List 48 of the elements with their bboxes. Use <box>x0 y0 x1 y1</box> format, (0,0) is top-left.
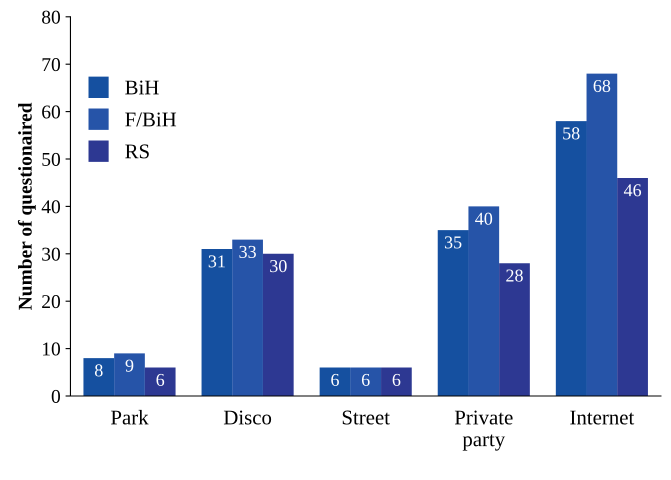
bar <box>350 368 382 396</box>
bar <box>438 230 468 396</box>
y-tick-label: 20 <box>42 295 60 308</box>
data-label: 6 <box>362 374 370 386</box>
x-tick-label: Internet <box>570 410 634 425</box>
y-tick-label: 80 <box>42 10 60 24</box>
bar <box>262 254 294 396</box>
data-label: 6 <box>156 374 164 386</box>
data-label: 58 <box>563 127 580 140</box>
y-axis-title: Number of questionaired <box>18 102 36 310</box>
data-label: 6 <box>331 374 339 386</box>
data-label: 35 <box>444 236 462 248</box>
data-label: 68 <box>594 80 610 92</box>
y-tick-label: 0 <box>52 390 60 403</box>
data-label: 30 <box>270 260 287 272</box>
data-label: 6 <box>392 374 400 386</box>
x-tick-label: Street <box>342 410 390 425</box>
bar <box>468 206 500 396</box>
data-label: 31 <box>208 255 225 268</box>
legend-label: RS <box>125 144 149 158</box>
data-label: 46 <box>624 184 642 196</box>
bar <box>381 368 412 396</box>
bar <box>144 368 176 396</box>
data-label: 28 <box>506 269 523 282</box>
y-tick-label: 30 <box>42 248 60 261</box>
legend-label: BiH <box>125 80 159 94</box>
y-tick-label: 40 <box>42 200 60 214</box>
legend-label: F/BiH <box>125 112 176 126</box>
bar <box>586 74 618 396</box>
bar <box>114 353 145 396</box>
bar <box>556 121 587 396</box>
data-label: 40 <box>475 212 492 225</box>
x-tick-label: Private party <box>454 410 513 451</box>
y-tick-label: 70 <box>42 58 60 72</box>
x-tick-label: Park <box>111 410 149 425</box>
bar <box>320 368 350 396</box>
x-tick-label: Disco <box>224 410 272 425</box>
y-tick-label: 50 <box>42 152 60 166</box>
y-tick-label: 60 <box>42 105 60 119</box>
y-tick-label: 10 <box>43 342 60 356</box>
bar <box>499 263 530 396</box>
data-label: 33 <box>239 246 256 258</box>
data-label: 9 <box>126 360 134 372</box>
bar <box>232 240 263 396</box>
bar <box>202 249 232 396</box>
bar <box>83 358 114 396</box>
bar <box>617 178 648 396</box>
data-label: 8 <box>94 364 103 376</box>
